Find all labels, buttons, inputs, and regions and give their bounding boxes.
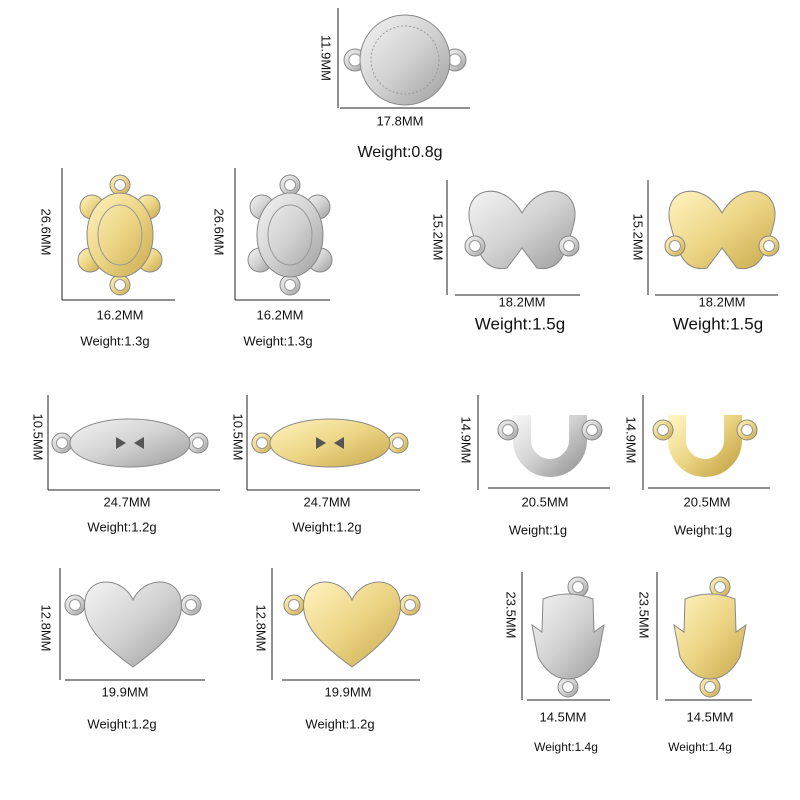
weight-label: Weight:1.2g [305,716,374,731]
width-label: 18.2MM [499,294,546,309]
loop-hole [192,437,204,449]
loop-hole [714,581,726,593]
charm-item: 15.2MM 18.2MM Weight:1.5g [431,180,580,333]
charm-item: 23.5MM 14.5MM Weight:1.4g [637,572,752,754]
charm-body [269,418,391,468]
charm-body [84,581,182,668]
width-label: 18.2MM [699,294,746,309]
width-label: 17.8MM [377,113,424,128]
charm-inner [97,204,143,266]
height-label: 15.2MM [431,214,446,261]
loop-hole [657,424,669,436]
loop-hole [114,279,126,291]
loop-hole [69,599,81,611]
loop-hole [586,424,598,436]
width-label: 20.5MM [522,494,569,509]
loop-hole [502,424,514,436]
charm-body [531,593,605,680]
charm-inner [267,204,313,266]
width-label: 19.9MM [325,684,372,699]
charm-item: 15.2MM 18.2MM Weight:1.5g [631,180,780,333]
loop-hole [288,599,300,611]
charm-item: 11.9MM 17.8MM Weight:0.8g [319,8,470,161]
loop-hole [562,681,574,693]
charm-item: 10.5MM 24.7MM Weight:1.2g [31,395,220,534]
charm-body [513,415,587,477]
charm-cutout [116,437,144,449]
loop-hole [669,240,681,252]
loop-hole [392,437,404,449]
charm-cutout [316,437,344,449]
charm-body [256,192,324,278]
weight-label: Weight:1g [509,522,567,537]
weight-label: Weight:1.2g [87,519,156,534]
width-label: 14.5MM [540,709,587,724]
charm-item: 26.6MM 16.2MM Weight:1.3g [212,168,333,348]
height-label: 23.5MM [637,592,652,639]
weight-label: Weight:1.3g [243,333,312,348]
charm-body [86,192,154,278]
width-label: 16.2MM [97,307,144,322]
loop-hole [469,240,481,252]
weight-label: Weight:1.3g [80,333,149,348]
charm-body [303,581,401,668]
loop-hole [404,599,416,611]
height-label: 14.9MM [624,417,639,464]
charm-item: 23.5MM 14.5MM Weight:1.4g [504,572,610,754]
charm-inner [370,25,440,95]
width-label: 16.2MM [257,307,304,322]
charm-body [359,14,451,106]
weight-label: Weight:1.2g [87,716,156,731]
charm-item: 14.9MM 20.5MM Weight:1g [459,395,610,537]
width-label: 14.5MM [687,709,734,724]
charm-body [673,593,747,680]
weight-label: Weight:1.5g [475,314,565,333]
charm-item: 12.8MM 19.9MM Weight:1.2g [39,568,205,731]
height-label: 26.6MM [212,209,227,256]
charm-body [69,418,191,468]
weight-label: Weight:1.5g [673,314,763,333]
height-label: 12.8MM [254,605,269,652]
weight-label: Weight:1g [674,522,732,537]
loop-hole [185,599,197,611]
loop-hole [563,240,575,252]
width-label: 24.7MM [304,494,351,509]
weight-label: Weight:1.4g [668,740,732,754]
charm-body [468,190,576,270]
loop-hole [284,279,296,291]
charm-body [668,415,742,477]
weight-label: Weight:1.2g [292,519,361,534]
loop-hole [704,681,716,693]
loop-hole [256,437,268,449]
height-label: 26.6MM [39,209,54,256]
weight-label: Weight:1.4g [534,740,598,754]
width-label: 19.9MM [102,684,149,699]
loop-hole [284,179,296,191]
loop-hole [348,53,362,67]
weight-label: Weight:0.8g [357,144,442,161]
loop-hole [763,240,775,252]
height-label: 10.5MM [231,414,246,461]
height-label: 14.9MM [459,417,474,464]
loop-hole [56,437,68,449]
loop-hole [114,179,126,191]
charm-item: 10.5MM 24.7MM Weight:1.2g [231,395,420,534]
width-label: 24.7MM [104,494,151,509]
charm-item: 12.8MM 19.9MM Weight:1.2g [254,568,421,731]
charm-body [668,190,776,270]
loop-hole [741,424,753,436]
loop-hole [572,581,584,593]
charm-item: 26.6MM 16.2MM Weight:1.3g [39,168,175,348]
height-label: 15.2MM [631,214,646,261]
height-label: 23.5MM [504,592,519,639]
charm-item: 14.9MM 20.5MM Weight:1g [624,395,770,537]
height-label: 10.5MM [31,414,46,461]
loop-hole [448,53,462,67]
height-label: 11.9MM [319,35,334,81]
height-label: 12.8MM [39,605,54,652]
width-label: 20.5MM [684,494,731,509]
